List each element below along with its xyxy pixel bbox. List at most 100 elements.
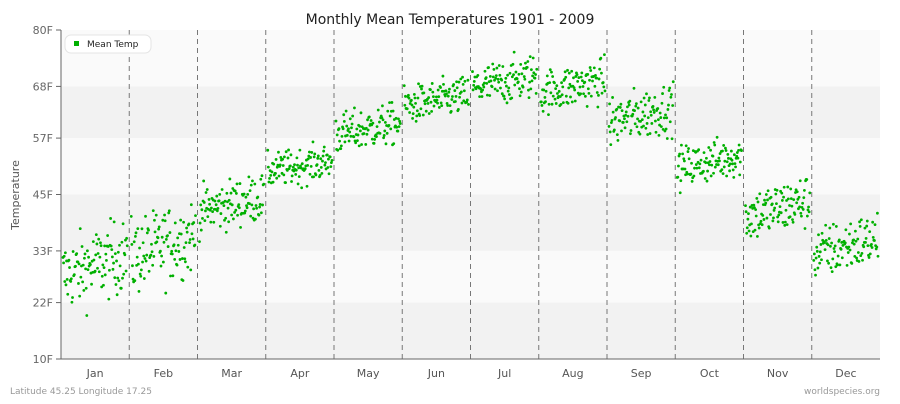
- data-point: [336, 148, 340, 152]
- data-point: [747, 212, 750, 215]
- data-point: [122, 272, 126, 276]
- data-point: [512, 50, 516, 54]
- data-point: [676, 175, 680, 179]
- data-point: [254, 204, 258, 207]
- data-point: [136, 262, 140, 266]
- data-point: [711, 154, 715, 158]
- data-point: [254, 217, 257, 221]
- data-point: [508, 71, 512, 75]
- data-point: [384, 142, 388, 146]
- data-point: [420, 84, 424, 88]
- data-point: [826, 259, 829, 263]
- data-point: [635, 125, 639, 129]
- data-point: [360, 143, 363, 146]
- data-point: [342, 119, 346, 123]
- data-point: [112, 261, 115, 265]
- data-point: [871, 235, 875, 239]
- data-point: [522, 67, 526, 70]
- data-point: [71, 296, 74, 299]
- data-point: [267, 180, 271, 184]
- data-point: [450, 98, 454, 101]
- data-point: [402, 84, 406, 88]
- data-point: [595, 91, 599, 94]
- data-point: [749, 234, 753, 238]
- data-point: [274, 171, 277, 175]
- data-point: [859, 218, 863, 222]
- data-point: [836, 254, 840, 258]
- data-point: [110, 255, 114, 259]
- data-point: [667, 103, 670, 107]
- data-point: [466, 78, 470, 82]
- data-point: [251, 179, 254, 183]
- data-point: [150, 242, 153, 246]
- data-point: [167, 211, 171, 215]
- x-tick-label: Oct: [700, 367, 720, 380]
- data-point: [561, 85, 565, 89]
- data-point: [281, 164, 285, 167]
- data-point: [758, 192, 762, 196]
- data-point: [478, 95, 482, 99]
- data-point: [789, 197, 793, 201]
- data-point: [339, 144, 343, 148]
- data-point: [233, 210, 236, 214]
- data-point: [81, 263, 85, 267]
- data-point: [297, 175, 301, 179]
- data-point: [419, 107, 423, 111]
- data-point: [639, 100, 643, 104]
- data-point: [656, 118, 660, 122]
- y-axis-label: Temperature: [9, 160, 22, 231]
- data-point: [782, 185, 786, 189]
- data-point: [179, 218, 183, 222]
- data-point: [161, 260, 165, 264]
- data-point: [290, 174, 294, 178]
- data-point: [720, 168, 724, 172]
- data-point: [730, 158, 734, 162]
- data-point: [230, 213, 234, 217]
- data-point: [610, 119, 614, 122]
- data-point: [247, 175, 251, 179]
- data-point: [198, 221, 202, 225]
- data-point: [287, 167, 291, 171]
- data-point: [454, 94, 458, 98]
- data-point: [279, 156, 283, 159]
- data-point: [198, 240, 201, 244]
- data-point: [656, 107, 660, 110]
- data-point: [744, 210, 748, 214]
- data-point: [754, 208, 758, 212]
- data-point: [805, 178, 809, 181]
- data-point: [465, 100, 469, 104]
- data-point: [777, 213, 781, 217]
- data-point: [310, 151, 314, 154]
- data-point: [270, 170, 274, 174]
- data-point: [280, 171, 284, 175]
- data-point: [715, 135, 719, 139]
- data-point: [779, 211, 783, 215]
- data-point: [564, 75, 568, 79]
- x-tick-label: Feb: [154, 367, 173, 380]
- data-point: [201, 216, 204, 220]
- data-point: [348, 130, 352, 134]
- data-point: [501, 65, 505, 68]
- data-point: [435, 98, 439, 102]
- data-point: [337, 127, 341, 131]
- data-point: [91, 240, 95, 244]
- data-point: [169, 274, 172, 278]
- data-point: [306, 163, 310, 167]
- data-point: [257, 213, 261, 217]
- data-point: [871, 220, 875, 224]
- data-point: [579, 75, 583, 79]
- data-point: [639, 119, 642, 123]
- data-point: [246, 192, 250, 196]
- data-point: [535, 67, 539, 71]
- data-point: [717, 156, 721, 160]
- data-point: [250, 203, 254, 207]
- data-point: [345, 124, 349, 128]
- data-point: [654, 130, 658, 134]
- data-point: [170, 252, 174, 256]
- data-point: [521, 85, 525, 89]
- data-point: [633, 122, 637, 126]
- data-point: [482, 85, 486, 89]
- data-point: [551, 94, 555, 98]
- data-point: [683, 167, 687, 171]
- data-point: [861, 258, 864, 262]
